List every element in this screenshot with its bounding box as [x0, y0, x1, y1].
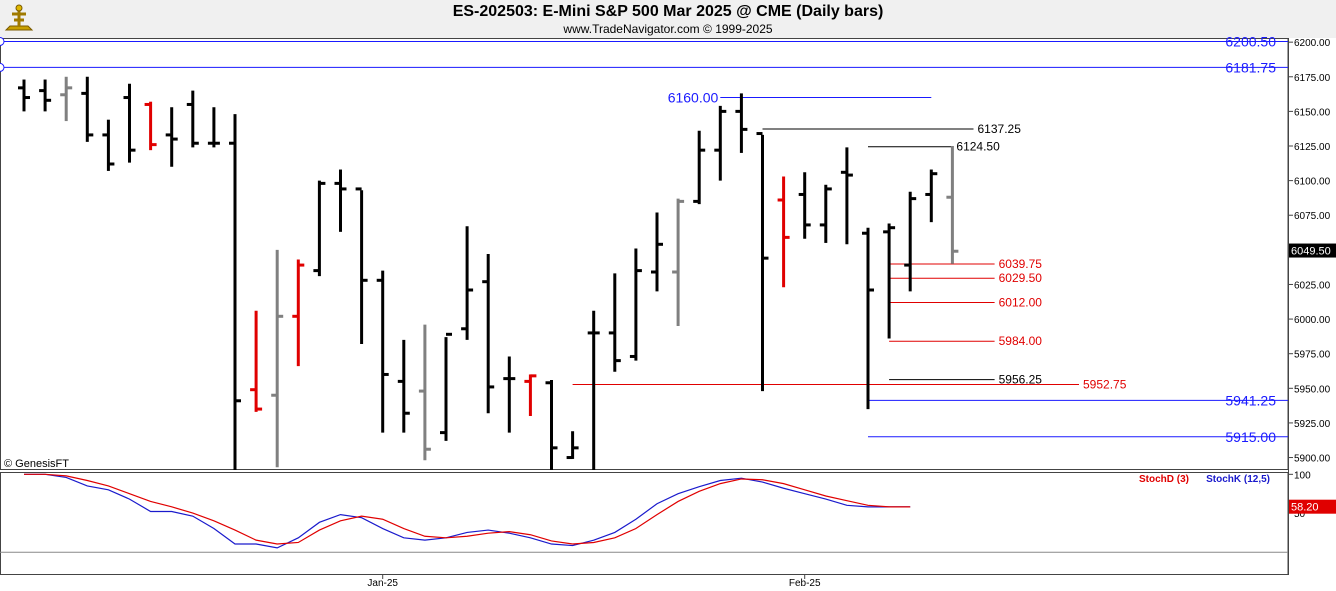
level-marker [0, 36, 5, 46]
level-label: 6012.00 [999, 295, 1043, 309]
copyright-label: © GenesisFT [4, 458, 69, 470]
level-label: 5915.00 [1225, 429, 1276, 445]
last-price-box [1289, 243, 1336, 258]
date-tick-label: Jan-25 [367, 578, 398, 589]
level-label: 6124.50 [956, 140, 1000, 154]
price-tick-label: 5925.00 [1294, 419, 1331, 430]
stoch-legend-d: StochD (3) [1139, 474, 1189, 485]
stoch-last-label: 58.20 [1291, 502, 1319, 514]
price-tick-label: 6025.00 [1294, 280, 1331, 291]
chart-header [0, 0, 1336, 38]
date-tick-label: Feb-25 [789, 578, 821, 589]
stoch-last-box [1289, 499, 1336, 514]
level-marker [0, 62, 5, 72]
price-tick-label: 5950.00 [1294, 384, 1331, 395]
level-label: 6160.00 [668, 90, 719, 106]
price-tick-label: 6075.00 [1294, 211, 1331, 222]
trade-navigator-logo-icon [2, 2, 36, 36]
level-label: 6029.50 [999, 271, 1043, 285]
price-tick-label: 6150.00 [1294, 107, 1331, 118]
last-price-label: 6049.50 [1291, 246, 1331, 258]
level-label: 5956.25 [999, 373, 1043, 387]
stoch-tick-label: 50 [1294, 509, 1306, 520]
chart-subtitle: www.TradeNavigator.com © 1999-2025 [563, 22, 773, 36]
level-label: 5984.00 [999, 334, 1043, 348]
price-axis-area [1288, 38, 1336, 575]
price-tick-label: 6125.00 [1294, 142, 1331, 153]
level-label: 6200.50 [1225, 33, 1276, 49]
price-tick-label: 6200.00 [1294, 38, 1331, 49]
price-tick-label: 5900.00 [1294, 454, 1331, 465]
price-tick-label: 5975.00 [1294, 350, 1331, 361]
stoch-tick-label: 100 [1294, 470, 1311, 481]
stoch-series-line [24, 473, 911, 545]
level-label: 5941.25 [1225, 392, 1276, 408]
price-tick-label: 6100.00 [1294, 177, 1331, 188]
price-tick-label: 6000.00 [1294, 315, 1331, 326]
stoch-legend-k: StochK (12,5) [1206, 474, 1270, 485]
level-label: 6137.25 [978, 122, 1022, 136]
chart-title: ES-202503: E-Mini S&P 500 Mar 2025 @ CME… [452, 3, 884, 20]
level-label: 6039.75 [999, 257, 1043, 271]
level-label: 6181.75 [1225, 59, 1276, 75]
stoch-series-line [24, 473, 911, 549]
level-label: 5952.75 [1083, 378, 1127, 392]
price-tick-label: 6175.00 [1294, 73, 1331, 84]
